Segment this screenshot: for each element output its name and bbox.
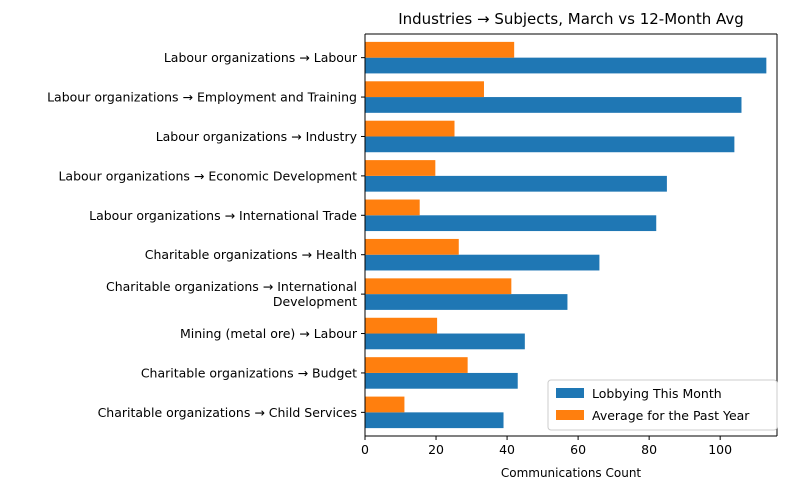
legend: Lobbying This Month Average for the Past … [547, 379, 778, 431]
plot-area: Labour organizations → Labour Labour orga… [47, 33, 778, 457]
legend-swatch [556, 388, 584, 398]
bar-this-month [365, 136, 735, 153]
y-tick-label: Mining (metal ore) → Labour [180, 326, 358, 341]
bar-past-year-average [365, 120, 455, 137]
bar-this-month [365, 372, 518, 389]
bar-past-year-average [365, 278, 512, 295]
bar-past-year-average [365, 160, 436, 176]
y-tick-label: Charitable organizations → International… [106, 279, 357, 309]
x-tick-label: 100 [708, 442, 732, 457]
bar-this-month [365, 412, 504, 429]
chart-title: Industries → Subjects, March vs 12-Month… [398, 10, 744, 28]
y-tick-label: Charitable organizations → Health [145, 247, 357, 262]
bar-past-year-average [365, 41, 515, 58]
y-tick-label: Labour organizations → Labour [164, 50, 358, 65]
x-tick-label: 20 [428, 442, 444, 457]
x-tick-label: 40 [499, 442, 515, 457]
bar-this-month [365, 294, 568, 310]
y-tick-label: Labour organizations → Industry [156, 129, 358, 144]
bar-past-year-average [365, 238, 459, 255]
y-tick-label: Labour organizations → Employment and Tr… [47, 90, 357, 105]
y-tick-label: Charitable organizations → Budget [141, 365, 357, 380]
bar-this-month [365, 57, 767, 74]
y-tick-label: Labour organizations → Economic Developm… [58, 168, 357, 183]
bar-this-month [365, 175, 667, 192]
x-tick-label: 80 [641, 442, 657, 457]
bar-past-year-average [365, 396, 405, 413]
bar-this-month [365, 254, 600, 271]
bar-this-month [365, 215, 657, 232]
x-tick-label: 60 [570, 442, 586, 457]
legend-label: Average for the Past Year [592, 408, 750, 423]
y-tick-label: Labour organizations → International Tra… [89, 208, 357, 223]
legend-box [547, 379, 778, 431]
y-tick-label: Charitable organizations → Child Service… [98, 405, 357, 420]
bar-past-year-average [365, 317, 438, 334]
legend-swatch [556, 410, 584, 420]
bar-past-year-average [365, 199, 420, 216]
x-tick-label: 0 [361, 442, 369, 457]
bar-past-year-average [365, 81, 484, 98]
legend-label: Lobbying This Month [592, 386, 722, 401]
bar-this-month [365, 97, 742, 113]
x-axis-label: Communications Count [501, 466, 642, 480]
bar-this-month [365, 333, 525, 350]
bar-past-year-average [365, 357, 468, 373]
